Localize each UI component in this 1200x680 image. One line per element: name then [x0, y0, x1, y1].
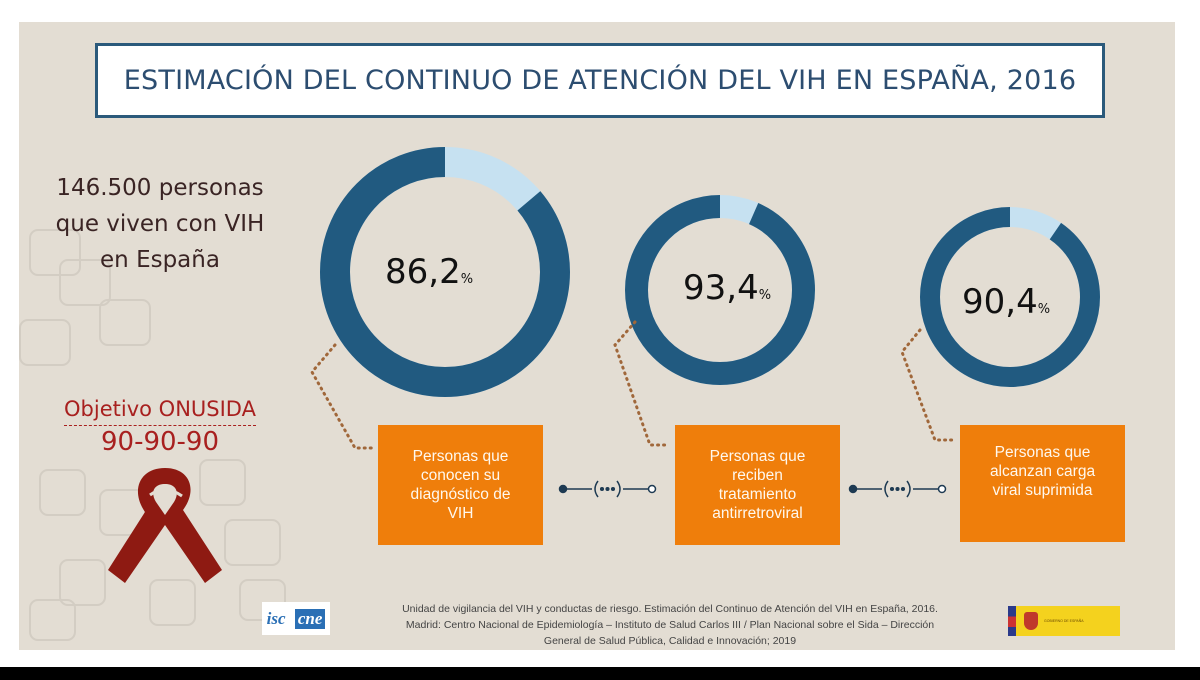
leader-line-2: [613, 320, 670, 447]
isciii-logo-text: isc: [266, 608, 286, 628]
caption-box-treatment: Personas que reciben tratamiento antirre…: [675, 425, 840, 545]
connector-1: [558, 480, 657, 498]
citation-line3: General de Salud Pública, Calidad e Inno…: [543, 635, 797, 647]
donut-1-value: 86,2: [385, 252, 461, 292]
donut-3-unit: %: [1037, 302, 1051, 317]
coat-of-arms-icon: [1024, 612, 1038, 630]
caption-suppression: Personas que alcanzan carga viral suprim…: [989, 444, 1096, 499]
donut-1-label: 86,2%: [385, 252, 473, 292]
dotted-leaders: [310, 320, 957, 450]
caption-treatment: Personas que reciben tratamiento antirre…: [709, 448, 806, 522]
donut-3-value: 90,4: [962, 282, 1038, 322]
gobierno-espana-logo: GOBIERNO DE ESPAÑA: [1008, 606, 1120, 636]
donut-3-value-arc: [920, 207, 1100, 387]
bottom-bar: [0, 667, 1200, 680]
flag-stripe: [1008, 606, 1016, 636]
donut-2-label: 93,4%: [683, 268, 771, 308]
objective-target: 90-90-90: [100, 427, 219, 457]
infographic-background: [19, 22, 1175, 650]
unaids-objective: Objetivo ONUSIDA 90-90-90: [60, 395, 260, 458]
people-line2: que viven con VIH: [55, 211, 265, 237]
caption-box-suppression: Personas que alcanzan carga viral suprim…: [960, 425, 1125, 542]
people-line3: en España: [100, 247, 220, 273]
leader-line-3: [900, 328, 957, 442]
donut-2-unit: %: [758, 288, 772, 303]
donut-1-value-arc: [320, 147, 570, 397]
gobierno-logo-text: GOBIERNO DE ESPAÑA: [1044, 618, 1084, 623]
objective-label: Objetivo ONUSIDA: [64, 395, 256, 426]
leader-line-1: [310, 343, 374, 450]
citation-line2: Madrid: Centro Nacional de Epidemiología…: [405, 619, 935, 631]
donut-1-unit: %: [460, 272, 474, 287]
page-title: ESTIMACIÓN DEL CONTINUO DE ATENCIÓN DEL …: [123, 65, 1077, 96]
donut-3-label: 90,4%: [962, 282, 1050, 322]
caption-diagnosis: Personas que conocen su diagnóstico de V…: [410, 448, 511, 522]
donut-2-value: 93,4: [683, 268, 759, 308]
red-ribbon-icon: [108, 468, 222, 583]
isciii-cne-logo: isc cne: [262, 602, 330, 635]
source-citation: Unidad de vigilancia del VIH y conductas…: [345, 601, 995, 649]
connector-2: [848, 480, 947, 498]
cne-logo-text: cne: [294, 608, 326, 629]
people-living-with-hiv: 146.500 personas que viven con VIH en Es…: [50, 170, 270, 278]
donut-2-value-arc: [625, 195, 815, 385]
citation-line1: Unidad de vigilancia del VIH y conductas…: [402, 603, 938, 615]
people-count: 146.500 personas: [56, 175, 264, 201]
title-box: ESTIMACIÓN DEL CONTINUO DE ATENCIÓN DEL …: [95, 43, 1105, 118]
caption-box-diagnosis: Personas que conocen su diagnóstico de V…: [378, 425, 543, 545]
